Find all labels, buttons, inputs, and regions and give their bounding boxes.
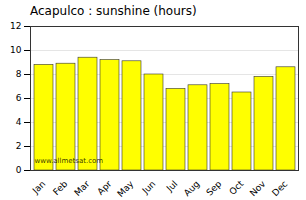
- svg-text:2: 2: [16, 141, 22, 151]
- svg-text:6: 6: [16, 93, 22, 103]
- svg-text:12: 12: [10, 21, 21, 31]
- html-text:Acapulco : sunshine (hours): Acapulco : sunshine (hours): [30, 4, 197, 18]
- svg-text:Oct: Oct: [227, 178, 245, 196]
- svg-text:8: 8: [16, 69, 22, 79]
- svg-text:www.allmetsat.com: www.allmetsat.com: [35, 157, 104, 165]
- svg-text:4: 4: [16, 117, 22, 127]
- svg-text:0: 0: [16, 165, 22, 175]
- svg-text:Jul: Jul: [164, 179, 179, 194]
- svg-text:Dec: Dec: [270, 179, 289, 198]
- svg-text:Feb: Feb: [51, 179, 70, 198]
- svg-text:10: 10: [10, 45, 22, 55]
- svg-text:Apr: Apr: [95, 179, 113, 197]
- svg-text:Mar: Mar: [72, 178, 91, 197]
- svg-text:Jan: Jan: [30, 179, 48, 197]
- svg-text:May: May: [115, 178, 136, 199]
- svg-text:Sep: Sep: [204, 179, 223, 198]
- svg-text:Aug: Aug: [182, 179, 202, 199]
- svg-text:Jun: Jun: [140, 179, 158, 197]
- svg-text:Nov: Nov: [248, 178, 268, 198]
